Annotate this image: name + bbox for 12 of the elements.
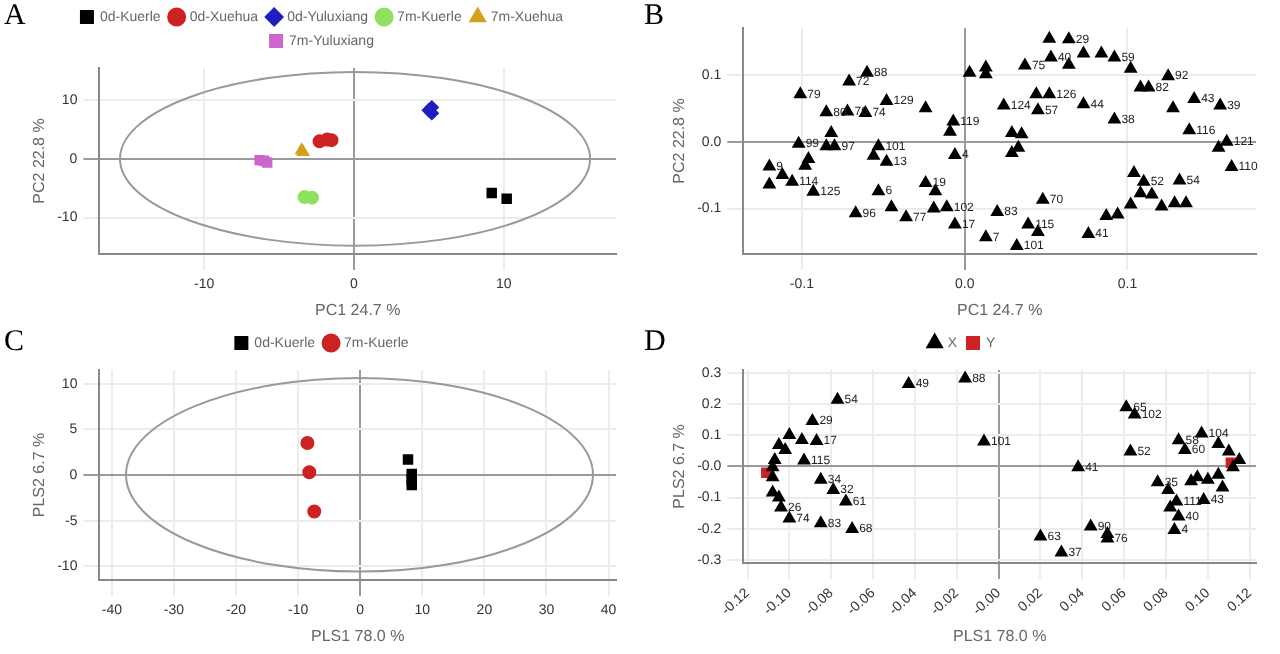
chart-title: A xyxy=(4,0,26,34)
chart-title: C xyxy=(4,326,25,360)
y-axis-title: PLS2 6.7 % xyxy=(670,424,689,509)
y-axis-title: PC2 22.8 % xyxy=(30,118,49,204)
x-axis-title: PC1 24.7 % xyxy=(315,300,401,319)
x-axis-title: PC1 24.7 % xyxy=(956,300,1043,319)
chart-title: B xyxy=(644,0,665,34)
chart-title: D xyxy=(644,326,666,360)
x-axis-title: PLS1 78.0 % xyxy=(311,626,405,645)
y-axis-title: PLS2 6.7 % xyxy=(30,432,49,518)
x-axis-title: PLS1 78.0 % xyxy=(952,626,1047,645)
y-axis-title: PC2 22.8 % xyxy=(670,98,689,184)
